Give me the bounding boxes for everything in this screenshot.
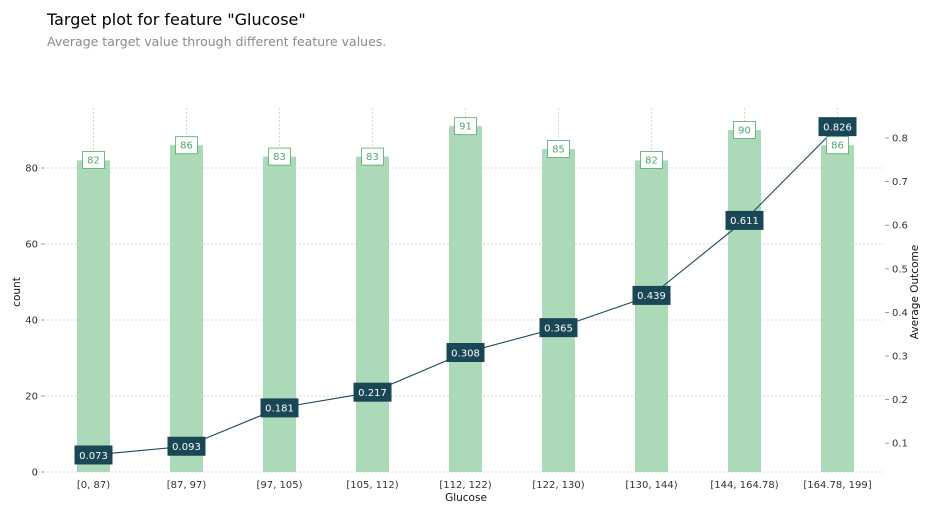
bar-label-box bbox=[454, 117, 477, 136]
bar-value-label: 86 bbox=[831, 141, 844, 152]
line-label-box bbox=[353, 382, 392, 402]
y-right-tick-label: 0.3 bbox=[892, 352, 908, 363]
y-right-tick-label: 0.5 bbox=[892, 264, 908, 275]
line-value-label: 0.611 bbox=[730, 216, 759, 227]
y-right-tick-label: 0.6 bbox=[892, 221, 908, 232]
line-value-label: 0.439 bbox=[637, 291, 666, 302]
line-label-box bbox=[167, 436, 206, 456]
bar-label-box bbox=[175, 136, 198, 155]
line-value-label: 0.217 bbox=[358, 388, 387, 399]
bar bbox=[821, 145, 854, 472]
bar-label-box bbox=[361, 147, 384, 166]
bars-layer bbox=[77, 126, 854, 472]
x-tick-label: [122, 130) bbox=[532, 480, 584, 491]
y-tick-label: 60 bbox=[25, 240, 38, 251]
bar bbox=[77, 160, 110, 472]
bar-value-label: 82 bbox=[645, 156, 658, 167]
y-right-axis-title: Average Outcome bbox=[909, 245, 921, 339]
line-value-label: 0.826 bbox=[823, 122, 852, 133]
axes-layer: 0 20 40 60 80 0.1 0.2 0.3 0.4 0.5 0.6 0.7 0.8 [0, 87)… bbox=[11, 134, 921, 505]
y-right-tick-label: 0.8 bbox=[892, 134, 908, 145]
line-label-box bbox=[260, 398, 299, 418]
chart-subtitle: Average target value through different f… bbox=[47, 34, 387, 49]
y-right-tick-label: 0.1 bbox=[892, 439, 908, 450]
bar-label-box bbox=[547, 140, 570, 158]
chart-title: Target plot for feature "Glucose" bbox=[47, 10, 306, 29]
x-tick-label: [87, 97) bbox=[167, 480, 207, 491]
line-label-box bbox=[818, 117, 857, 137]
bar bbox=[635, 160, 668, 472]
bar-label-box bbox=[826, 136, 849, 155]
bar-value-label: 83 bbox=[366, 152, 379, 163]
bar-value-label: 91 bbox=[459, 122, 472, 133]
line-label-box bbox=[446, 343, 485, 363]
y-axis-title: count bbox=[11, 277, 23, 307]
line-value-label: 0.308 bbox=[451, 348, 480, 359]
y-right-tick-label: 0.2 bbox=[892, 395, 908, 406]
bar bbox=[263, 156, 296, 472]
line-value-label: 0.181 bbox=[265, 404, 294, 415]
bar-value-label: 85 bbox=[552, 145, 565, 156]
bar bbox=[728, 130, 761, 472]
y-right-tick-label: 0.4 bbox=[892, 308, 908, 319]
x-axis-title: Glucose bbox=[445, 492, 487, 504]
x-tick-label: [0, 87) bbox=[77, 480, 110, 491]
line-label-box bbox=[725, 210, 764, 230]
labels-layer: 82 86 83 83 91 85 82 90 86 0.073 0.093 0.181 0.217 0.… bbox=[74, 117, 857, 465]
y-right-tick-label: 0.7 bbox=[892, 177, 908, 188]
line-label-box bbox=[74, 445, 113, 465]
x-tick-label: [112, 122) bbox=[439, 480, 491, 491]
bar-value-label: 83 bbox=[273, 152, 286, 163]
y-tick-label: 0 bbox=[32, 468, 38, 479]
bar-value-label: 82 bbox=[87, 156, 100, 167]
line-value-label: 0.093 bbox=[172, 442, 201, 453]
x-tick-label: [144, 164.78) bbox=[710, 480, 778, 491]
bar-label-box bbox=[268, 147, 291, 166]
x-tick-label: [105, 112) bbox=[346, 480, 398, 491]
bar bbox=[542, 149, 575, 472]
bar-value-label: 90 bbox=[738, 126, 751, 137]
bar-label-box bbox=[733, 121, 756, 139]
line-label-box bbox=[539, 318, 578, 338]
line-label-box bbox=[632, 285, 671, 305]
x-tick-label: [164.78, 199] bbox=[803, 480, 871, 491]
y-tick-label: 40 bbox=[25, 316, 38, 327]
bar bbox=[356, 156, 389, 472]
bar bbox=[449, 126, 482, 472]
bar-value-label: 86 bbox=[180, 141, 193, 152]
line-value-label: 0.073 bbox=[79, 451, 108, 462]
x-tick-label: [97, 105) bbox=[257, 480, 303, 491]
line-value-label: 0.365 bbox=[544, 323, 573, 334]
y-tick-label: 20 bbox=[25, 392, 38, 403]
x-tick-label: [130, 144) bbox=[625, 480, 677, 491]
y-tick-label: 80 bbox=[25, 164, 38, 175]
bar bbox=[170, 145, 203, 472]
bar-label-box bbox=[640, 151, 663, 169]
bar-label-box bbox=[82, 151, 105, 169]
